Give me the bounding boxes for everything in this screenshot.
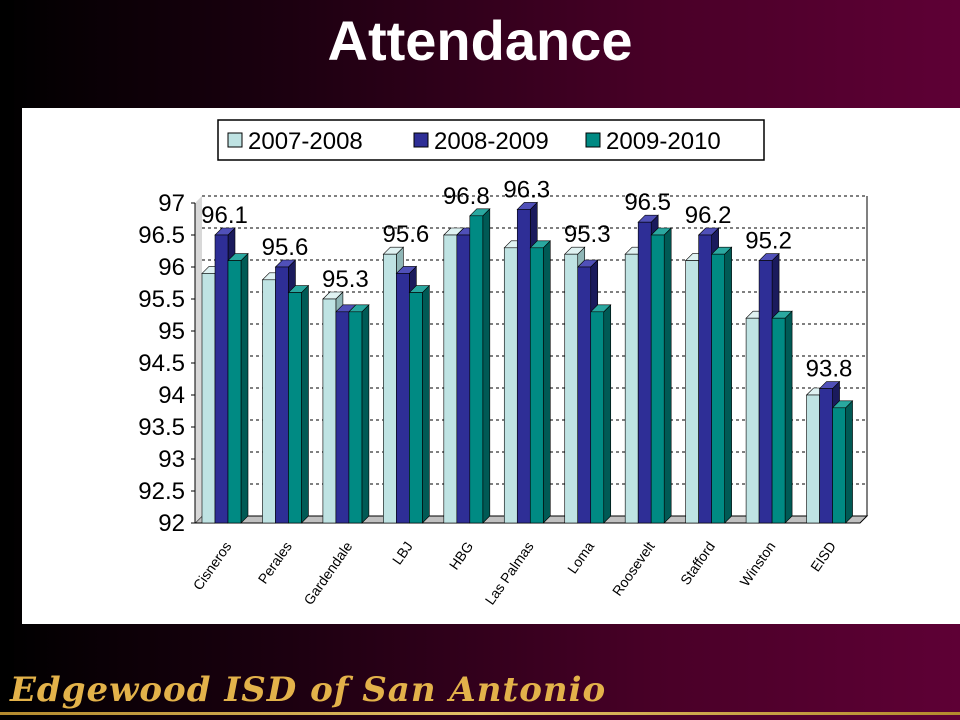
x-category-label: Winston: [736, 539, 778, 590]
data-label: 96.1: [201, 202, 248, 229]
y-tick-label: 94: [158, 382, 185, 409]
bar: [214, 234, 229, 524]
bar-side: [542, 240, 551, 524]
bar-side: [482, 208, 491, 524]
bar: [698, 234, 712, 524]
bar-side: [301, 284, 309, 524]
bar: [745, 317, 760, 524]
data-label: 95.3: [564, 221, 611, 248]
x-category-label: Cisneros: [190, 539, 235, 593]
bar: [650, 234, 665, 524]
y-tick-label: 95.5: [138, 286, 185, 313]
legend-swatch: [413, 132, 429, 148]
x-category-label: Las Palmas: [482, 539, 537, 608]
x-category-label: Loma: [564, 538, 597, 576]
slide-title: Attendance: [327, 9, 633, 72]
footer-organization-name: Edgewood ISD of San Antonio: [10, 670, 607, 710]
bar-side: [784, 310, 793, 524]
x-category-label: Perales: [255, 539, 295, 587]
x-category-label: EISD: [807, 539, 839, 575]
y-tick-label: 93.5: [138, 414, 185, 441]
attendance-bar-chart: 92 92.5 93 93.5 94 94.5 95 95.5 96 96.5 97 Cisneros…: [138, 119, 869, 608]
y-tick-label: 92: [158, 510, 185, 537]
data-label: 96.5: [624, 189, 671, 216]
data-label: 95.6: [262, 234, 309, 261]
bar: [503, 247, 518, 524]
footer-divider: [0, 712, 960, 715]
left-edge-strip: [0, 0, 14, 720]
y-tick-label: 93: [158, 446, 185, 473]
legend-label: 2007-2008: [248, 128, 363, 155]
data-label: 93.8: [806, 356, 853, 383]
bar: [711, 253, 725, 524]
bar-side: [240, 252, 249, 524]
x-category-label: LBJ: [389, 539, 416, 568]
bar: [227, 260, 242, 524]
bar: [443, 234, 458, 524]
bar: [262, 279, 276, 524]
x-category-label: Gardendale: [300, 538, 355, 607]
bar-side: [663, 227, 672, 524]
data-label: 96.8: [443, 183, 490, 210]
legend-box: [217, 119, 765, 161]
bar: [322, 298, 337, 524]
legend-swatch: [585, 132, 601, 148]
bar: [758, 260, 773, 524]
bar: [516, 209, 531, 524]
x-category-label: Roosevelt: [609, 538, 658, 598]
data-label: 96.2: [685, 202, 732, 229]
bar: [771, 317, 786, 524]
bar: [201, 273, 216, 524]
bar-side: [845, 400, 853, 524]
bar: [806, 394, 820, 524]
y-tick-label: 96: [158, 254, 185, 281]
bar-side: [422, 284, 430, 524]
bar: [832, 407, 846, 524]
bar: [819, 388, 833, 524]
bar: [335, 311, 350, 524]
y-tick-label: 92.5: [138, 478, 185, 505]
bar: [590, 311, 605, 524]
data-label: 95.3: [322, 266, 369, 293]
data-label: 95.2: [745, 228, 792, 255]
bar: [564, 253, 579, 524]
y-tick-label: 95: [158, 318, 185, 345]
bar: [685, 260, 699, 524]
bar: [275, 266, 289, 524]
bar-side: [603, 304, 612, 524]
bar: [624, 253, 639, 524]
data-label: 96.3: [503, 176, 550, 203]
bar: [469, 215, 484, 524]
bar: [529, 247, 544, 524]
y-tick-label: 97: [158, 190, 185, 217]
plot-side-wall: [195, 196, 202, 523]
chart-panel: 92 92.5 93 93.5 94 94.5 95 95.5 96 96.5 97 Cisneros…: [22, 108, 960, 624]
legend-label: 2009-2010: [606, 128, 721, 155]
y-tick-label: 94.5: [138, 350, 185, 377]
bar-side: [724, 246, 732, 524]
x-category-label: HBG: [446, 539, 477, 573]
bar: [288, 292, 302, 524]
bar: [383, 253, 397, 524]
bar: [409, 292, 423, 524]
data-label: 95.6: [383, 221, 430, 248]
legend-swatch: [227, 132, 243, 148]
bar-side: [361, 304, 370, 524]
legend-label: 2008-2009: [434, 128, 549, 155]
bar: [456, 234, 471, 524]
x-category-label: Stafford: [677, 539, 718, 588]
y-tick-label: 96.5: [138, 222, 185, 249]
bar: [577, 266, 592, 524]
bar: [637, 221, 652, 524]
bar: [396, 273, 410, 524]
bar: [348, 311, 363, 524]
